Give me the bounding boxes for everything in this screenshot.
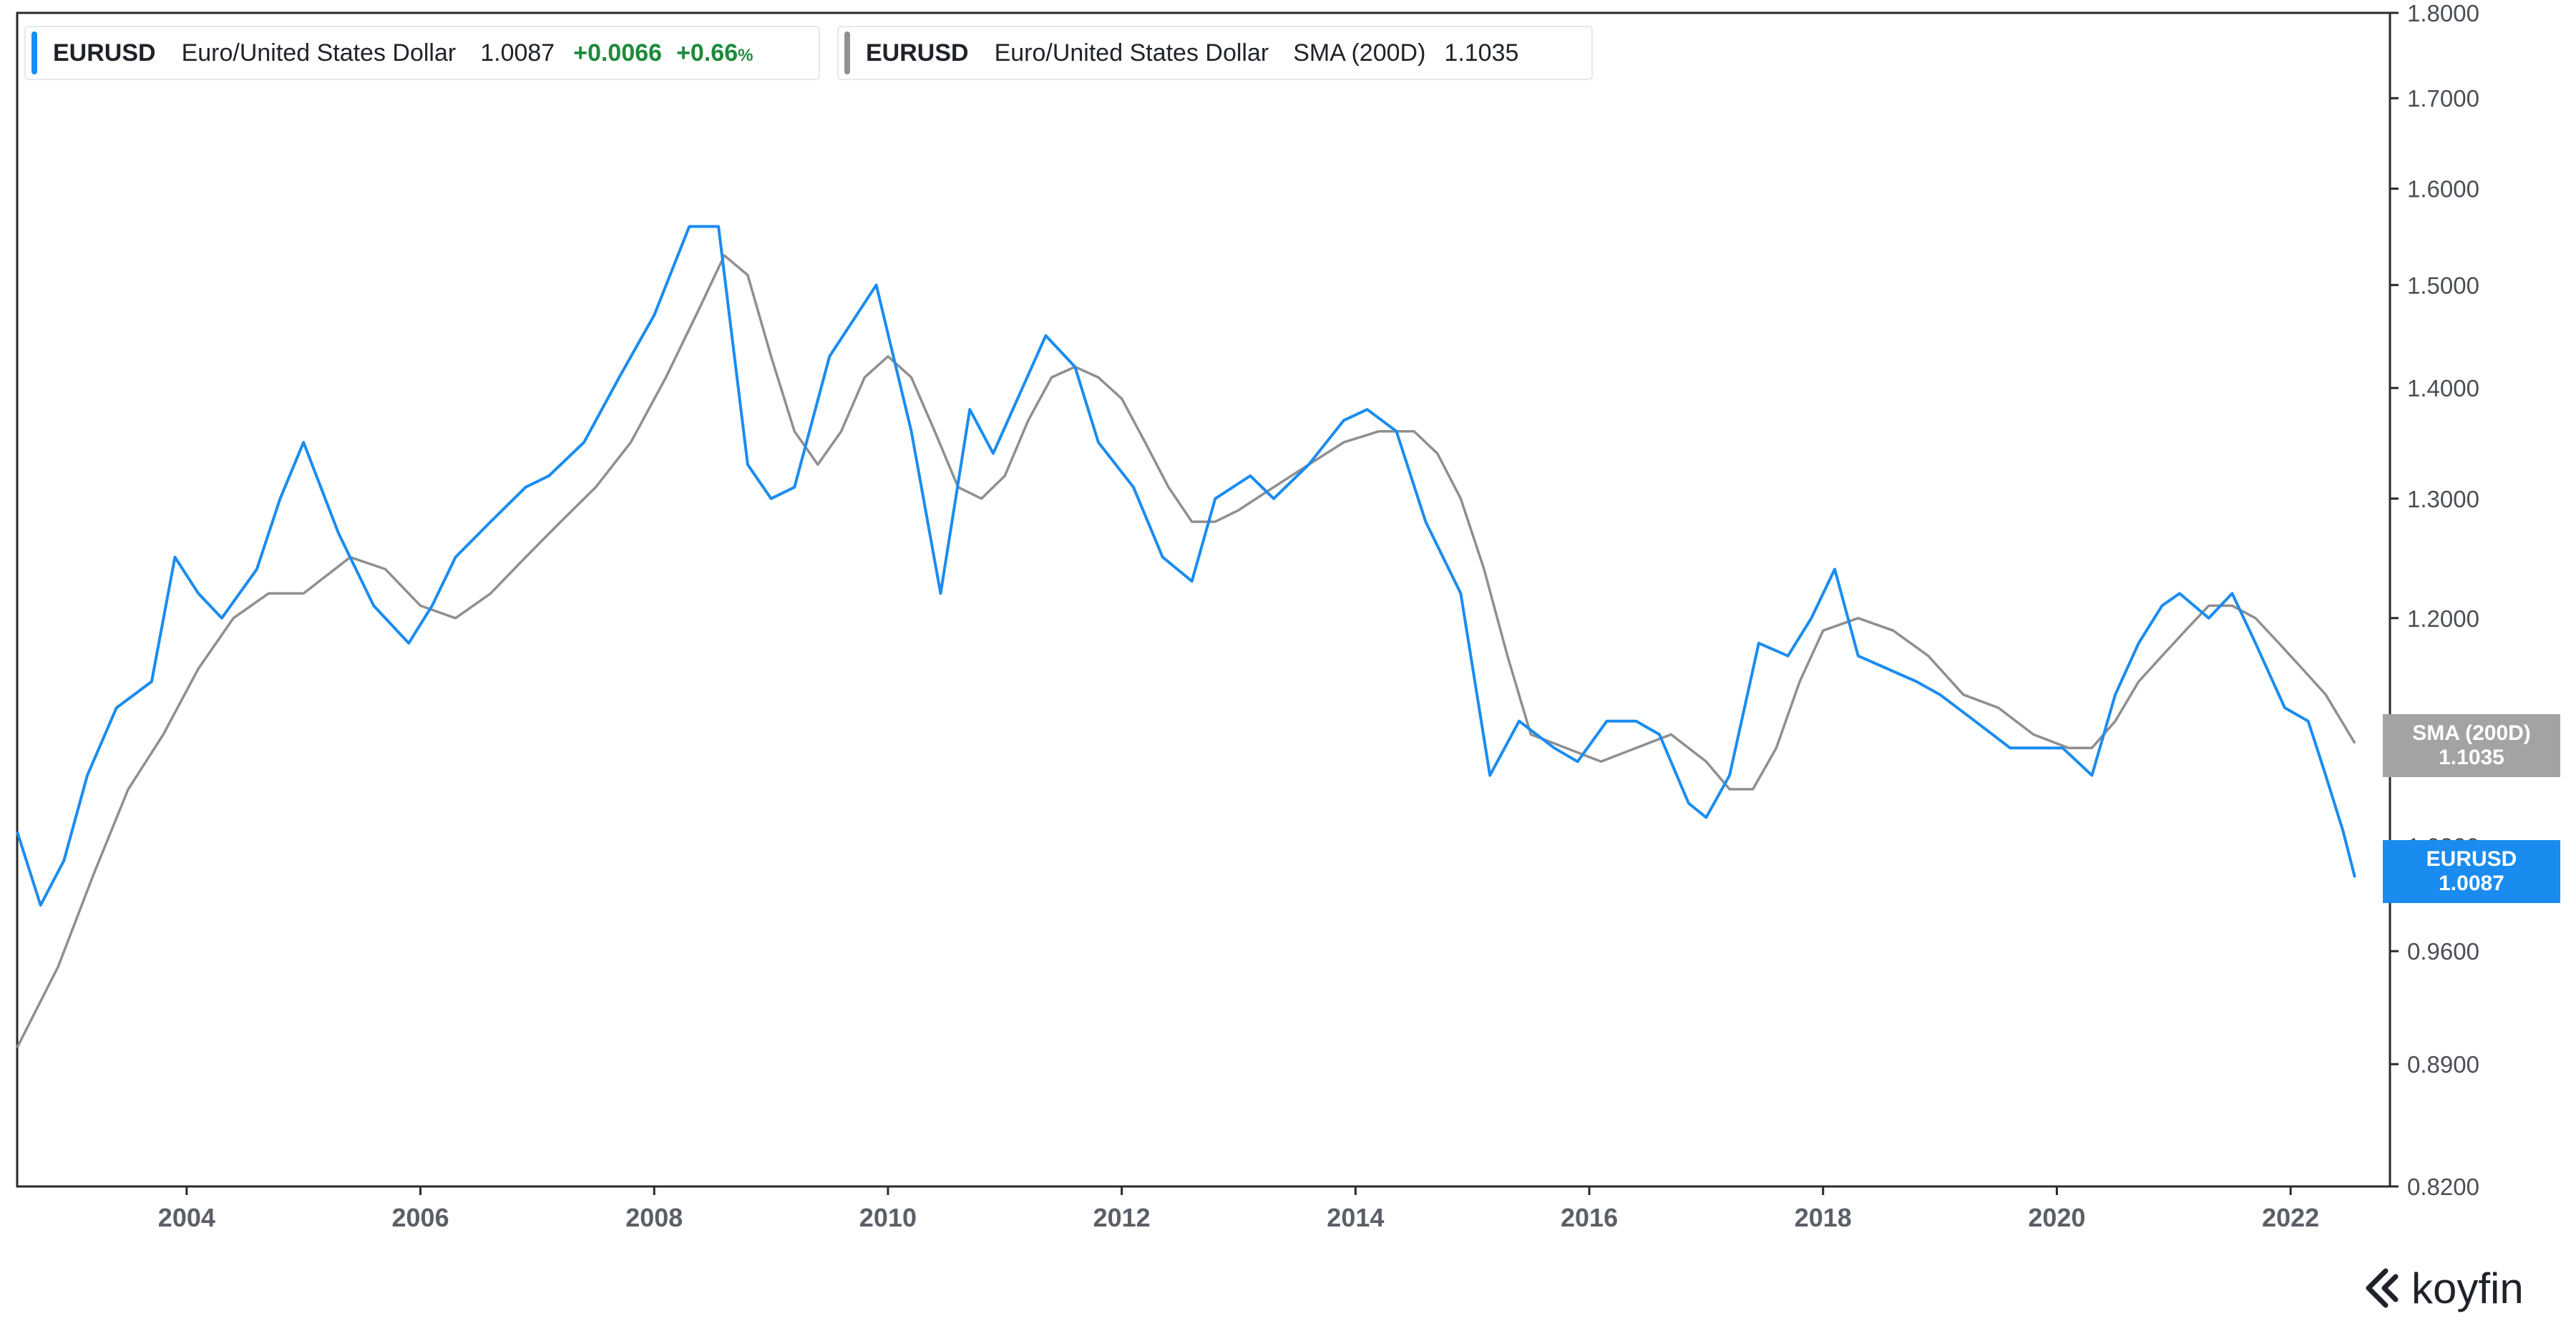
y-tick-label: 0.9600 (2407, 938, 2479, 965)
y-tick-label: 1.5000 (2407, 272, 2479, 298)
eurusd-price-tag-value: 1.0087 (2439, 872, 2504, 895)
plot-frame (16, 11, 2391, 1188)
sma-price-tag-value: 1.1035 (2439, 746, 2504, 769)
x-tick-label: 2012 (1093, 1203, 1151, 1232)
legend-sma[interactable]: EURUSD Euro/United States Dollar SMA (20… (837, 26, 1593, 80)
legend-sma-ticker: EURUSD (866, 39, 969, 67)
x-tick-label: 2022 (2262, 1203, 2319, 1232)
legend-sma-indicator: SMA (200D) (1293, 39, 1426, 67)
y-tick-label: 1.3000 (2407, 486, 2479, 512)
x-tick-label: 2016 (1561, 1203, 1618, 1232)
x-tick-label: 2010 (859, 1203, 917, 1232)
legend-last-value: 1.0087 (480, 39, 555, 67)
koyfin-logo-text: koyfin (2411, 1264, 2524, 1312)
y-tick-label: 1.6000 (2407, 176, 2479, 203)
legend-change-percent: +0.66% (676, 39, 753, 67)
sma-200d-line (16, 254, 2356, 1048)
y-tick-label: 0.8900 (2407, 1051, 2479, 1078)
legend-sma-value: 1.1035 (1444, 39, 1519, 67)
y-tick-label: 1.7000 (2407, 85, 2479, 112)
x-tick-label: 2004 (158, 1203, 215, 1232)
y-tick-label: 1.2000 (2407, 605, 2479, 632)
eurusd-price-line (16, 225, 2356, 907)
legend-eurusd[interactable]: EURUSD Euro/United States Dollar 1.0087 … (24, 26, 820, 80)
legend-instrument-name: Euro/United States Dollar (181, 39, 457, 67)
x-tick-label: 2020 (2028, 1203, 2085, 1232)
y-tick-label: 0.8200 (2407, 1174, 2479, 1200)
y-tick-label: 1.4000 (2407, 375, 2479, 401)
x-tick-label: 2006 (392, 1203, 449, 1232)
legend-sma-instrument-name: Euro/United States Dollar (994, 39, 1269, 67)
koyfin-logo: koyfin (2361, 1259, 2524, 1317)
legend-sma-swatch (844, 31, 850, 74)
y-axis: 1.8000 1.7000 1.6000 1.5000 1.4000 1.3000 1.20… (2390, 0, 2479, 1200)
x-axis: 2004 2006 2008 2010 2012 2014 2016 2018 2020 2022 (158, 1186, 2319, 1232)
sma-price-tag: SMA (200D) 1.1035 (2383, 714, 2560, 777)
legend-eurusd-swatch (31, 31, 37, 74)
koyfin-logo-icon (2366, 1268, 2399, 1308)
legend-change: +0.0066 (573, 39, 663, 67)
eurusd-price-tag-title: EURUSD (2426, 847, 2517, 871)
x-tick-label: 2018 (1795, 1203, 1852, 1232)
x-tick-label: 2014 (1327, 1203, 1384, 1232)
sma-price-tag-title: SMA (200D) (2412, 721, 2531, 745)
x-tick-label: 2008 (625, 1203, 683, 1232)
legend-ticker: EURUSD (53, 39, 156, 67)
eurusd-price-tag: EURUSD 1.0087 (2383, 840, 2560, 903)
y-tick-label: 1.8000 (2407, 0, 2479, 26)
